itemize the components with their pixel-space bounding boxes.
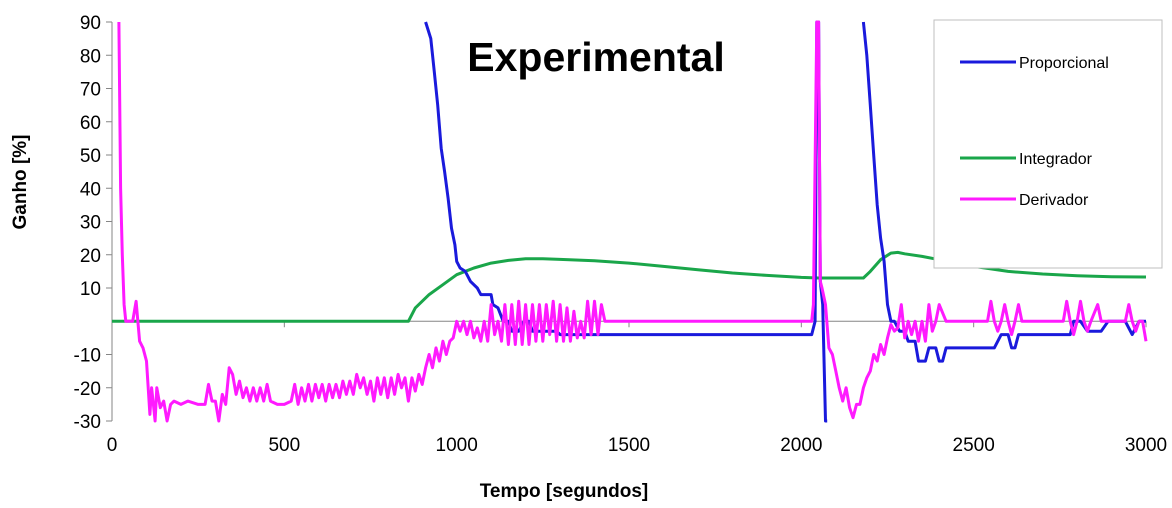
legend-label-derivador: Derivador [1019, 192, 1089, 209]
series-line-derivador [117, 20, 1148, 423]
series-lines [112, 20, 1148, 423]
y-tick-label: 90 [80, 13, 101, 34]
x-tick-label: 1500 [608, 435, 650, 456]
legend-label-integrador: Integrador [1019, 151, 1093, 168]
x-tick-label: 500 [268, 435, 300, 456]
x-tick-label: 2000 [780, 435, 822, 456]
y-tick-label: 60 [80, 113, 101, 134]
x-tick-label: 1000 [436, 435, 478, 456]
y-tick-labels: 90 80 70 60 50 40 30 20 10 -10 -20 -30 [74, 13, 101, 433]
y-tick-label: -10 [74, 346, 101, 367]
x-tick-label: 0 [107, 435, 118, 456]
x-tick-labels: 0 500 1000 1500 2000 2500 3000 [107, 435, 1167, 456]
series-line-integrador [112, 250, 1147, 323]
x-tick-label: 3000 [1125, 435, 1167, 456]
y-tick-label: 50 [80, 146, 101, 167]
y-tick-label: 40 [80, 179, 101, 200]
y-tick-label: 20 [80, 246, 101, 267]
y-tick-label: 80 [80, 46, 101, 67]
y-axis-title: Ganho [%] [10, 135, 31, 230]
x-axis-title: Tempo [segundos] [480, 481, 649, 502]
legend-label-proporcional: Proporcional [1019, 55, 1109, 72]
y-tick-label: -30 [74, 412, 101, 433]
x-tick-label: 2500 [953, 435, 995, 456]
y-tick-label: 30 [80, 213, 101, 234]
series-line-proporcional [424, 20, 828, 423]
series-line-proporcional-segment-2 [861, 21, 1146, 363]
chart-title: Experimental [467, 34, 725, 80]
legend: Proporcional Integrador Derivador [933, 19, 1163, 269]
y-tick-label: -20 [74, 379, 101, 400]
y-tick-label: 70 [80, 80, 101, 101]
y-tick-label: 10 [80, 279, 101, 300]
